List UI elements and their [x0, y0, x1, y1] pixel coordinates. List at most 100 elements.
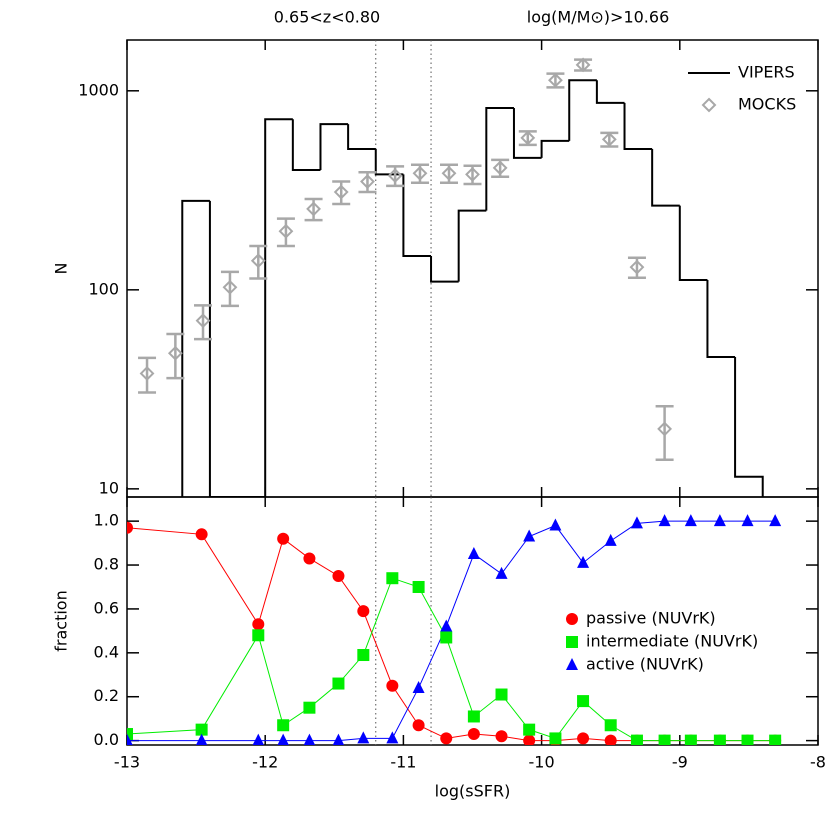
data-point — [360, 174, 375, 189]
histogram-step — [208, 200, 238, 497]
error-bar — [249, 244, 268, 280]
data-point — [386, 731, 399, 744]
data-point — [684, 734, 697, 745]
error-bar — [194, 304, 213, 341]
data-point — [195, 528, 208, 541]
legend-marker — [566, 636, 578, 648]
data-point — [549, 732, 562, 745]
data-point — [440, 631, 453, 644]
y-tick-label: 0.4 — [94, 642, 119, 661]
histogram-step — [430, 255, 459, 283]
data-point — [387, 168, 403, 183]
data-point — [412, 165, 428, 181]
y-tick-label: 1.0 — [94, 511, 119, 530]
data-point — [577, 695, 590, 708]
data-point — [769, 734, 782, 745]
data-point — [222, 279, 238, 295]
data-point — [332, 677, 345, 690]
data-point — [467, 547, 480, 560]
data-point — [548, 72, 563, 88]
data-point — [713, 734, 726, 745]
histogram-step — [540, 139, 570, 158]
legend-label: VIPERS — [738, 63, 795, 82]
data-point — [127, 521, 133, 534]
y-axis-label: N — [52, 263, 71, 275]
data-point — [495, 688, 508, 701]
data-point — [629, 259, 645, 275]
histogram-step — [457, 209, 487, 282]
data-point — [412, 580, 425, 593]
chart-title: log(M/M⊙)>10.66 — [527, 8, 670, 27]
histogram-step — [374, 149, 404, 176]
data-point — [277, 733, 289, 745]
data-point — [495, 566, 508, 579]
data-point — [252, 629, 265, 642]
data-point — [630, 516, 643, 529]
data-point — [333, 184, 349, 200]
histogram-step — [678, 205, 708, 282]
histogram-step — [734, 356, 764, 497]
data-point — [127, 728, 133, 741]
legend-label: intermediate (NUVrK) — [586, 632, 758, 651]
data-point — [467, 710, 480, 723]
data-point — [549, 518, 562, 531]
x-axis-label: log(sSFR) — [435, 782, 511, 801]
plot-area — [127, 514, 782, 745]
data-point — [630, 734, 643, 745]
data-point — [601, 131, 617, 147]
data-point — [386, 572, 399, 585]
data-point — [127, 733, 133, 745]
data-point — [684, 514, 697, 527]
data-point — [303, 701, 316, 714]
data-point — [303, 552, 316, 565]
data-point — [575, 57, 591, 73]
data-point — [467, 728, 480, 741]
data-point — [577, 555, 590, 568]
x-tick-label: -10 — [529, 753, 555, 772]
plot-frame — [126, 496, 819, 746]
data-point — [492, 160, 508, 176]
x-tick-label: -9 — [672, 753, 688, 772]
data-point — [357, 605, 370, 618]
legend-marker — [701, 97, 717, 113]
data-point — [604, 734, 617, 745]
plot-area — [138, 57, 764, 497]
error-bar — [220, 270, 239, 308]
data-point — [604, 533, 617, 546]
x-tick-label: -11 — [390, 753, 416, 772]
legend-marker — [566, 658, 578, 670]
data-point — [139, 366, 155, 381]
data-point — [278, 223, 294, 239]
x-tick-label: -12 — [252, 753, 278, 772]
data-point — [277, 532, 290, 545]
y-tick-label: 100 — [88, 279, 119, 298]
y-tick-label: 10 — [99, 478, 119, 497]
data-point — [741, 514, 754, 527]
histogram-step — [347, 124, 376, 151]
histogram-step — [623, 102, 653, 151]
y-tick-label: 0.8 — [94, 555, 119, 574]
data-point — [440, 619, 453, 632]
plot-frame — [126, 39, 819, 498]
y-axis-label: fraction — [52, 590, 71, 651]
data-point — [769, 514, 782, 527]
data-point — [523, 723, 536, 736]
data-point — [465, 167, 480, 182]
histogram-step — [485, 106, 514, 211]
data-point — [306, 201, 321, 217]
data-point — [441, 165, 457, 181]
data-point — [195, 723, 208, 736]
data-point — [520, 130, 536, 146]
data-point — [332, 570, 345, 583]
error-bar — [138, 356, 157, 394]
data-point — [658, 514, 671, 527]
data-point — [741, 734, 754, 745]
legend-marker — [566, 613, 578, 625]
data-point — [167, 345, 183, 361]
x-tick-label: -8 — [810, 753, 826, 772]
data-point — [195, 733, 208, 745]
error-bar — [276, 217, 295, 248]
data-point — [332, 733, 345, 745]
data-point — [657, 421, 673, 437]
